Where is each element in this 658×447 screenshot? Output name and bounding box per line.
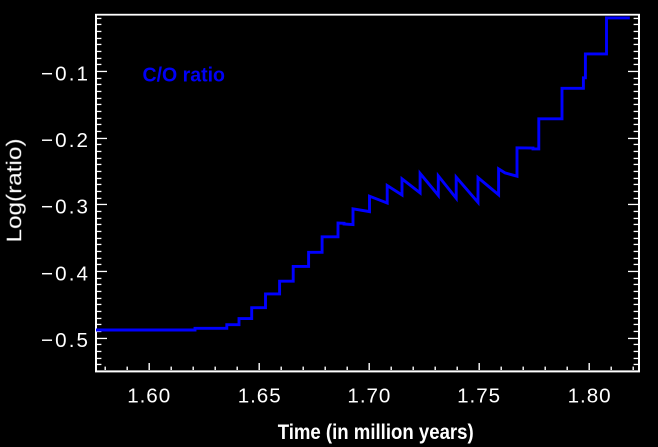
svg-text:−0.2: −0.2 — [41, 129, 88, 152]
svg-text:−0.3: −0.3 — [41, 196, 88, 219]
svg-text:Log(ratio): Log(ratio) — [3, 139, 26, 243]
svg-text:−0.1: −0.1 — [41, 62, 88, 85]
svg-text:−0.5: −0.5 — [41, 329, 88, 352]
svg-text:Time (in million years): Time (in million years) — [278, 420, 474, 444]
svg-text:1.70: 1.70 — [347, 384, 390, 407]
svg-text:−0.4: −0.4 — [41, 262, 88, 285]
svg-text:C/O ratio: C/O ratio — [143, 63, 226, 86]
svg-text:1.75: 1.75 — [457, 384, 500, 407]
svg-text:1.80: 1.80 — [568, 384, 611, 407]
svg-text:1.65: 1.65 — [238, 384, 281, 407]
svg-text:1.60: 1.60 — [127, 384, 170, 407]
